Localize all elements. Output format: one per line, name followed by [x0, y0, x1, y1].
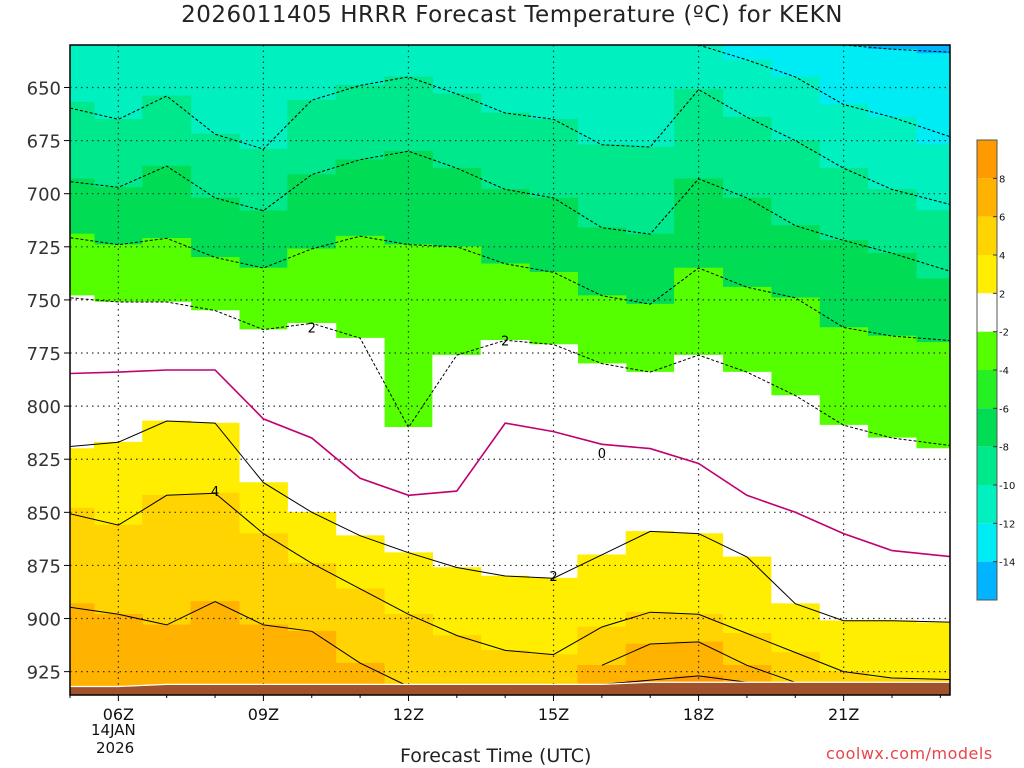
x-tick-label: 15Z	[538, 705, 569, 724]
colorbar-label: 2	[999, 289, 1005, 300]
colorbar-swatch	[977, 293, 997, 332]
contour-line--14	[843, 45, 950, 53]
x-axis-date-year: 2026	[96, 739, 135, 757]
terrain-ground	[70, 681, 950, 695]
colorbar-swatch	[977, 140, 997, 179]
y-tick-label: 925	[27, 663, 61, 684]
contour-label: 2	[549, 570, 557, 585]
x-tick-label: 06Z	[103, 705, 134, 724]
plot-frame	[69, 44, 951, 696]
colorbar-label: -6	[999, 404, 1009, 415]
colorbar-label: -14	[999, 558, 1015, 569]
x-tick-label: 12Z	[393, 705, 424, 724]
x-tick-label: 18Z	[683, 705, 714, 724]
colorbar-label: -2	[999, 328, 1009, 339]
source-watermark: coolwx.com/models	[826, 744, 993, 763]
colorbar-swatch	[977, 523, 997, 562]
y-tick-label: 800	[27, 397, 61, 418]
colorbar-swatch	[977, 331, 997, 370]
y-tick-label: 725	[27, 238, 61, 259]
x-axis-label: Forecast Time (UTC)	[400, 745, 592, 767]
contour-line-4	[70, 492, 950, 680]
contour-line-0	[70, 369, 950, 558]
colorbar-swatch	[977, 561, 997, 600]
colorbar-swatch	[977, 485, 997, 524]
contour-line--12	[698, 45, 950, 138]
colorbar-label: -8	[999, 443, 1009, 454]
y-tick-label: 825	[27, 450, 61, 471]
chart-title: 2026011405 HRRR Forecast Temperature (ºC…	[181, 2, 843, 28]
y-tick-label: 875	[27, 556, 61, 577]
contour-line-6	[601, 641, 796, 683]
colorbar-label: 6	[999, 213, 1005, 224]
contour-line--4	[70, 297, 950, 446]
colorbar-label: 8	[999, 174, 1005, 185]
y-tick-label: 900	[27, 610, 61, 631]
colorbar-swatch	[977, 216, 997, 255]
contour-line-2	[70, 420, 950, 623]
y-tick-label: 750	[27, 291, 61, 312]
colorbar-swatch	[977, 255, 997, 294]
y-tick-label: 775	[27, 344, 61, 365]
contour-line-8	[601, 675, 747, 685]
x-axis-date-day: 14JAN	[91, 721, 136, 739]
colorbar-label: 4	[999, 251, 1005, 262]
colorbar-swatch	[977, 370, 997, 409]
contour-line--8	[70, 150, 950, 272]
colorbar-label: -12	[999, 519, 1015, 530]
colorbar-swatch	[977, 408, 997, 447]
y-tick-label: 700	[27, 185, 61, 206]
contour-label: 2	[308, 322, 316, 337]
colorbar-swatch	[977, 178, 997, 217]
y-tick-label: 650	[27, 78, 61, 99]
y-tick-label: 675	[27, 132, 61, 153]
x-tick-label: 21Z	[828, 705, 859, 724]
colorbar-label: -10	[999, 481, 1015, 492]
contour-line-6	[70, 600, 409, 687]
contour-line--10	[70, 76, 950, 205]
x-tick-label: 09Z	[248, 705, 279, 724]
colorbar-label: -4	[999, 366, 1009, 377]
contour-label: 4	[211, 485, 219, 500]
contour-label: 2	[501, 334, 509, 349]
contour-label: 0	[598, 447, 606, 462]
colorbar-swatch	[977, 446, 997, 485]
y-tick-label: 850	[27, 503, 61, 524]
